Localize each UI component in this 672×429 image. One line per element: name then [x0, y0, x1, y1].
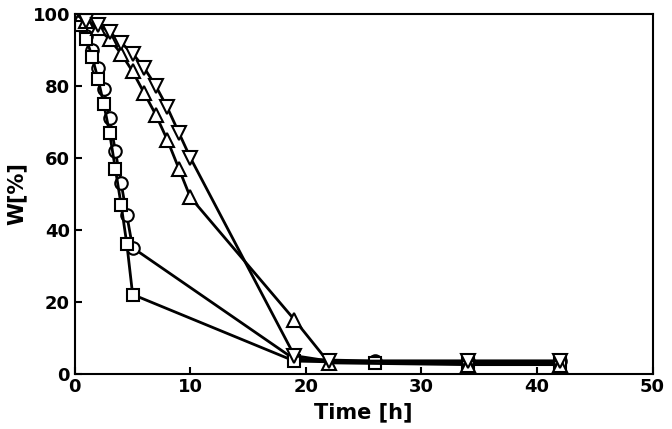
X-axis label: Time [h]: Time [h]	[314, 402, 413, 422]
Y-axis label: W[%]: W[%]	[7, 162, 27, 225]
